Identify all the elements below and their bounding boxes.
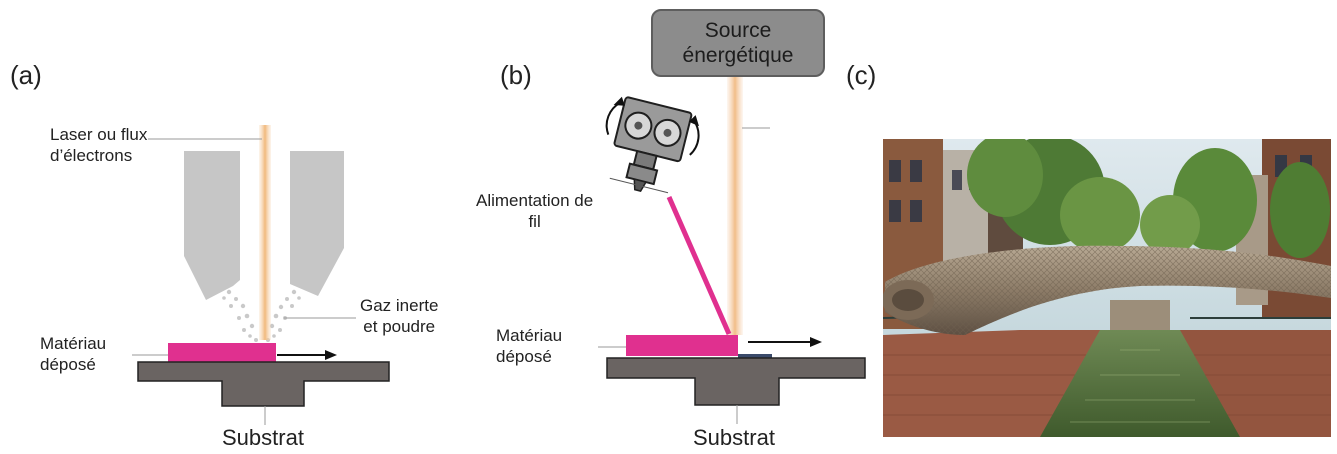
substrate-label-b: Substrat xyxy=(693,425,775,450)
beam-label-line1: Laser ou flux xyxy=(50,125,148,144)
wire-feed xyxy=(666,195,732,336)
panel-b-diagram xyxy=(598,77,866,424)
substrate-label-a: Substrat xyxy=(222,425,304,450)
deposited-material xyxy=(168,343,276,364)
source-line1: Source xyxy=(704,18,772,42)
wire-feeder xyxy=(605,96,700,194)
source-line2: énergétique xyxy=(682,44,794,67)
substrate xyxy=(606,357,866,406)
bridge-photo xyxy=(883,139,1331,437)
wire-label-line1: Alimentation de xyxy=(476,191,594,210)
substrate xyxy=(137,361,390,407)
wire-label-line2: fil xyxy=(528,212,541,232)
deposit-label-a: Matériau déposé xyxy=(40,333,106,376)
beam-label: Laser ou flux d’électrons xyxy=(50,124,147,167)
deposit-label-a-line1: Matériau xyxy=(40,334,107,353)
deposit-label-b-line2: déposé xyxy=(496,347,552,367)
deposit-label-b: Matériau déposé xyxy=(496,325,562,368)
panel-label-c: (c) xyxy=(846,60,877,90)
laser-beam xyxy=(259,125,271,340)
deposited-material xyxy=(626,335,738,356)
deposit-label-b-line1: Matériau xyxy=(496,326,563,345)
gas-label-line1: Gaz inerte xyxy=(360,296,439,315)
energy-source-box: Source énergétique xyxy=(651,9,825,77)
beam-label-line2: d’électrons xyxy=(50,146,133,166)
panel-a-diagram xyxy=(132,125,390,425)
panel-label-b: (b) xyxy=(500,60,532,90)
gas-label-line2: et poudre xyxy=(363,317,436,337)
gas-powder-label: Gaz inerte et poudre xyxy=(360,295,438,338)
left-nozzle xyxy=(184,151,240,300)
panel-label-a: (a) xyxy=(10,60,42,90)
right-nozzle xyxy=(290,151,344,296)
wire-feed-label: Alimentation de fil xyxy=(476,190,593,233)
energy-beam xyxy=(727,77,743,335)
deposit-label-a-line2: déposé xyxy=(40,355,96,375)
